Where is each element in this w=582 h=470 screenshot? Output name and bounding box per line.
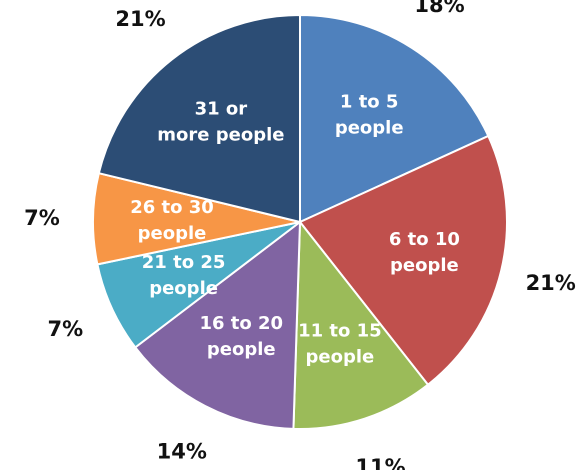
slice-label-6-to-10-people-line-1: 6 to 10	[389, 229, 460, 250]
percent-label-1-to-5-people: 18%	[414, 0, 464, 17]
slice-label-31-or-more-people-line-1: 31 or	[195, 98, 248, 119]
pie-slice-1-to-5-people	[299, 13, 490, 224]
slice-label-6-to-10-people-line-2: people	[390, 255, 459, 276]
slice-label-1-to-5-people-line-2: people	[335, 117, 404, 138]
slice-label-26-to-30-people-line-2: people	[138, 223, 207, 244]
percent-label-16-to-20-people: 14%	[157, 439, 207, 463]
percent-label-21-to-25-people: 7%	[47, 317, 83, 341]
slice-label-11-to-15-people-line-1: 11 to 15	[298, 321, 382, 342]
percent-label-26-to-30-people: 7%	[24, 206, 60, 230]
slice-label-21-to-25-people-line-2: people	[149, 278, 218, 299]
pie-labels: 1 to 5 people 18% 6 to 10 people 21% 11 to 15 p…	[24, 0, 576, 470]
slice-label-31-or-more-people-line-2: more people	[157, 124, 284, 145]
slice-label-16-to-20-people-line-2: people	[207, 339, 276, 360]
slice-label-16-to-20-people-line-1: 16 to 20	[199, 313, 283, 334]
pie-slice-31-or-more-people	[97, 13, 301, 224]
pie-slices	[92, 13, 508, 430]
pie-slice-6-to-10-people	[298, 134, 508, 387]
slice-label-21-to-25-people-line-1: 21 to 25	[142, 252, 226, 273]
pie-slice-16-to-20-people	[133, 219, 302, 430]
percent-label-31-or-more-people: 21%	[115, 7, 165, 31]
slice-label-26-to-30-people-line-1: 26 to 30	[130, 197, 214, 218]
percent-label-6-to-10-people: 21%	[526, 271, 576, 295]
slice-label-11-to-15-people-line-2: people	[306, 347, 375, 368]
slice-label-1-to-5-people-line-1: 1 to 5	[340, 91, 399, 112]
percent-label-11-to-15-people: 11%	[355, 455, 405, 470]
pie-slice-11-to-15-people	[292, 219, 430, 430]
